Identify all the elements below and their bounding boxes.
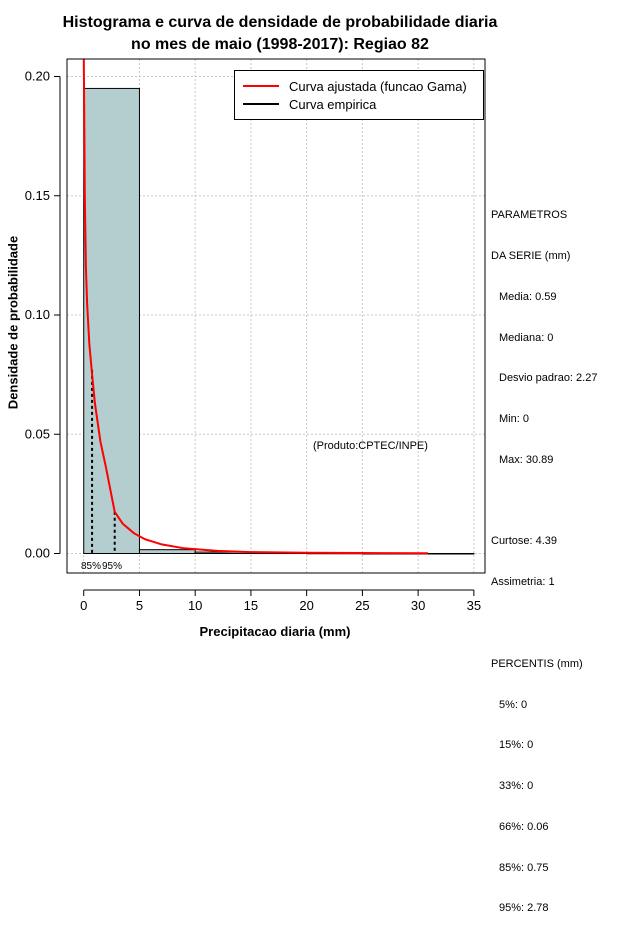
chart-title-line1: Histograma e curva de densidade de proba… [62,14,498,31]
x-tick-label-3: 15 [244,598,258,613]
histogram-bar-0 [83,87,140,555]
stats-heading: PARAMETROS [491,209,568,222]
stat-desvio: Desvio padrao: 2.27 [499,372,598,385]
axes: 0 5 10 15 20 25 30 35 0.00 0.05 0.10 0.15 0.20 [25,69,481,614]
percentile-label-85: 85% [81,561,102,572]
x-tick-label-5: 25 [355,598,369,613]
y-tick-label-4: 0.20 [25,69,50,84]
x-axis-label: Precipitacao diaria (mm) [199,624,351,639]
curves [82,58,474,555]
y-tick-label-3: 0.15 [25,188,50,203]
stat-media: Media: 0.59 [499,290,557,303]
x-tick-label-4: 20 [299,598,313,613]
legend-label-empirical: Curva empirica [289,96,377,112]
fitted-curve [82,58,429,555]
x-tick-label-1: 5 [136,598,143,613]
y-tick-label-0: 0.00 [25,546,50,561]
legend-swatch-empirical [243,103,279,105]
y-axis-label: Densidade de probabilidade [5,235,21,410]
percentile-label-95: 95% [102,561,123,572]
plot-border [66,58,486,574]
stat-p15: 15%: 0 [499,739,534,752]
legend: Curva ajustada (funcao Gama) Curva empir… [234,70,484,120]
y-tick-label-1: 0.05 [25,426,50,441]
legend-item-fitted: Curva ajustada (funcao Gama) [243,77,467,95]
stat-max: Max: 30.89 [499,453,554,466]
stat-p66: 66%: 0.06 [499,820,549,833]
stats-panel: PARAMETROS DA SERIE (mm) Media: 0.59 Med… [491,182,597,930]
histogram-bar-1 [138,549,196,555]
credit-text: (Produto:CPTEC/INPE) [313,440,428,452]
legend-swatch-fitted [243,85,279,87]
histogram-bars [83,87,475,555]
chart-title-line2: no mes de maio (1998-2017): Regiao 82 [131,36,429,53]
stat-p5: 5%: 0 [499,698,528,711]
stat-assimetria: Assimetria: 1 [491,576,555,589]
stat-p95: 95%: 2.78 [499,902,549,915]
x-tick-label-6: 30 [411,598,425,613]
stats-subheading: DA SERIE (mm) [491,249,571,262]
x-tick-label-2: 10 [188,598,202,613]
legend-item-empirical: Curva empirica [243,95,376,113]
stat-mediana: Mediana: 0 [499,331,554,344]
x-tick-label-0: 0 [80,598,87,613]
stat-p33: 33%: 0 [499,780,534,793]
legend-label-fitted: Curva ajustada (funcao Gama) [289,78,467,94]
stat-min: Min: 0 [499,413,529,426]
stat-p85: 85%: 0.75 [499,861,549,874]
y-tick-label-2: 0.10 [25,307,50,322]
stat-curtose: Curtose: 4.39 [491,535,558,548]
x-tick-label-7: 35 [467,598,481,613]
